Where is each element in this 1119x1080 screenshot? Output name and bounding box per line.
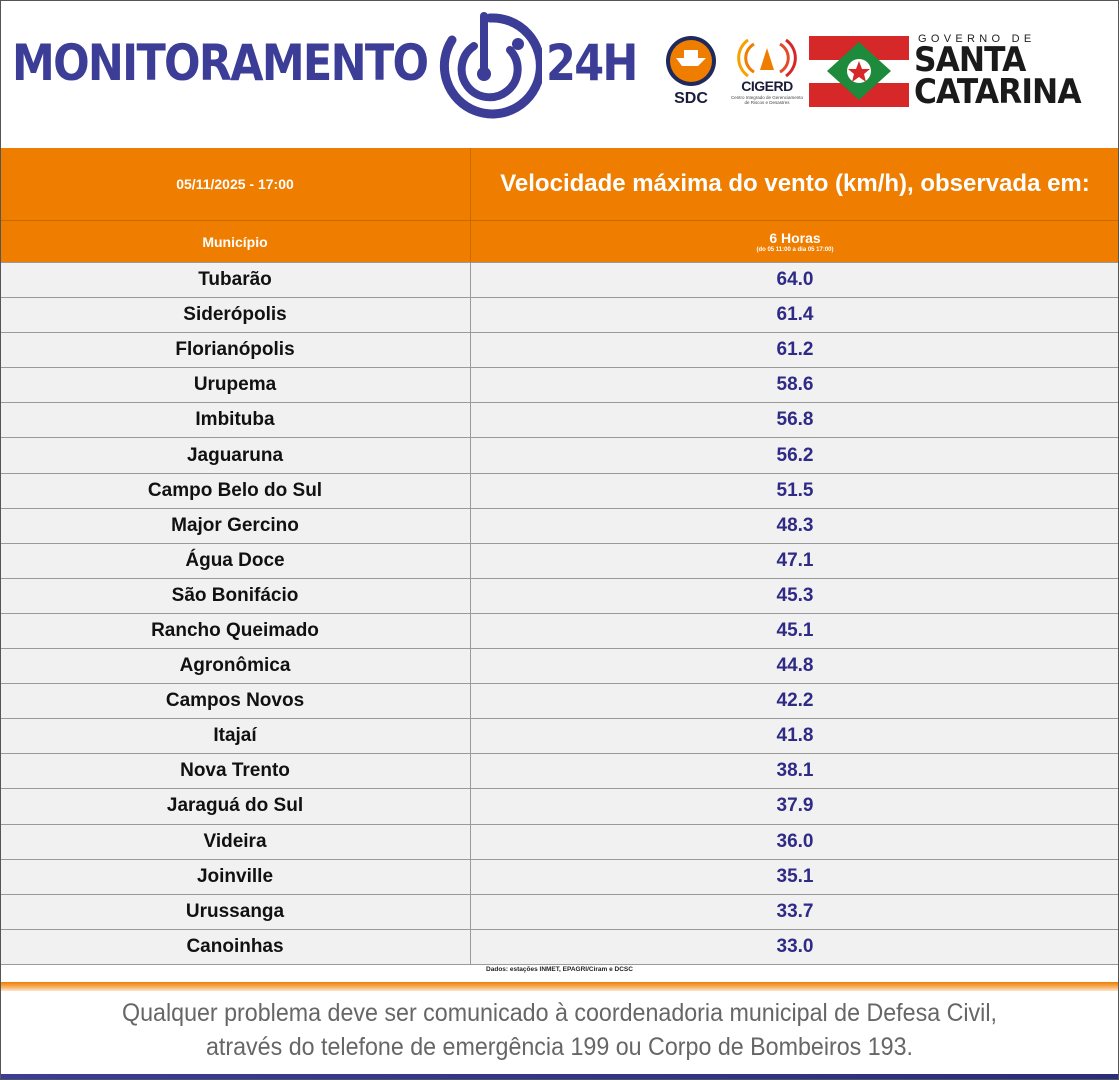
wind-speed-cell: 37.9 xyxy=(776,795,814,817)
state-name-line2: CATARINA xyxy=(914,72,1082,112)
municipio-cell: Florianópolis xyxy=(0,333,471,368)
table-row: Itajaí 41.8 xyxy=(0,719,1119,755)
table-row: Água Doce 47.1 xyxy=(0,543,1119,579)
wind-speed-cell: 33.0 xyxy=(776,935,814,957)
date-cell: 05/11/2025 - 17:00 xyxy=(0,148,471,220)
date-label: 05/11/2025 - 17:00 xyxy=(176,176,294,192)
cigerd-logo-icon xyxy=(737,38,797,78)
table-row: Rancho Queimado 45.1 xyxy=(0,613,1119,650)
municipio-cell: Itajaí xyxy=(0,719,471,754)
municipio-cell: Siderópolis xyxy=(0,298,471,333)
wind-speed-cell: 42.2 xyxy=(776,690,814,712)
wind-speed-cell: 64.0 xyxy=(776,269,814,291)
table-row: Imbituba 56.8 xyxy=(0,403,1119,439)
wind-speed-cell: 56.2 xyxy=(776,444,814,466)
table-row: Urussanga 33.7 xyxy=(0,894,1119,930)
bottom-bar xyxy=(0,1074,1119,1080)
wind-speed-cell: 45.1 xyxy=(776,619,814,641)
municipio-cell: Jaraguá do Sul xyxy=(0,789,471,824)
wind-speed-cell: 56.8 xyxy=(776,409,814,431)
wind-speed-cell: 47.1 xyxy=(776,549,814,571)
table-row: Jaguaruna 56.2 xyxy=(0,438,1119,474)
government-label: GOVERNO DE xyxy=(918,33,1036,45)
wind-speed-cell: 61.4 xyxy=(776,304,814,326)
table-subheader-row: Município 6 Horas (do 05 11:00 a dia 05 … xyxy=(0,220,1119,262)
municipio-cell: Imbituba xyxy=(0,403,471,438)
table-row: Tubarão 64.0 xyxy=(0,263,1119,299)
state-name: SANTA CATARINA xyxy=(914,40,1098,112)
municipio-cell: Campos Novos xyxy=(0,684,471,719)
table-row: Canoinhas 33.0 xyxy=(0,929,1119,965)
table-row: Siderópolis 61.4 xyxy=(0,298,1119,334)
municipio-cell: Canoinhas xyxy=(0,929,471,964)
main-header: Velocidade máxima do vento (km/h), obser… xyxy=(500,170,1090,197)
divider-line xyxy=(0,982,1119,991)
municipio-cell: Campo Belo do Sul xyxy=(0,473,471,508)
table-row: Major Gercino 48.3 xyxy=(0,508,1119,544)
wind-speed-cell: 33.7 xyxy=(776,900,814,922)
wind-speed-cell: 44.8 xyxy=(776,655,814,677)
data-source-note: Dados: estações INMET, EPAGRI/Ciram e DC… xyxy=(486,966,633,973)
monitoring-radar-logo-icon xyxy=(439,12,542,119)
wind-speed-cell: 35.1 xyxy=(776,865,814,887)
cigerd-subtitle: Centro Integrado de Gerenciamento de Ris… xyxy=(730,95,804,105)
table-row: Videira 36.0 xyxy=(0,824,1119,860)
municipio-cell: Água Doce xyxy=(0,543,471,578)
wind-speed-cell: 36.0 xyxy=(776,830,814,852)
hours-subheader: (do 05 11:00 a dia 05 17:00) xyxy=(756,246,834,253)
table-row: São Bonifácio 45.3 xyxy=(0,578,1119,614)
municipio-cell: Nova Trento xyxy=(0,754,471,789)
cigerd-label: CIGERD xyxy=(741,78,793,94)
municipio-cell: Agronômica xyxy=(0,649,471,684)
main-header-cell: Velocidade máxima do vento (km/h), obser… xyxy=(471,148,1119,220)
wind-speed-cell: 58.6 xyxy=(776,374,814,396)
sdc-label: SDC xyxy=(674,90,708,107)
municipio-cell: Videira xyxy=(0,824,471,859)
municipio-header: Município xyxy=(202,233,268,250)
table-row: Joinville 35.1 xyxy=(0,859,1119,895)
header-banner: MONITORAMENTO 24H SDC CIGERD Centro Inte… xyxy=(0,0,1119,148)
municipio-cell: Jaguaruna xyxy=(0,438,471,473)
wind-speed-cell: 45.3 xyxy=(776,584,814,606)
municipio-cell: Urupema xyxy=(0,368,471,403)
municipio-cell: Tubarão xyxy=(0,263,471,298)
state-name-line1: SANTA xyxy=(914,40,1026,80)
municipio-cell: São Bonifácio xyxy=(0,578,471,613)
wind-speed-cell: 38.1 xyxy=(776,760,814,782)
municipio-cell: Rancho Queimado xyxy=(0,613,471,649)
wind-speed-cell: 48.3 xyxy=(776,514,814,536)
footer-line2: através do telefone de emergência 199 ou… xyxy=(205,1033,914,1061)
wind-speed-cell: 41.8 xyxy=(776,725,814,747)
wind-speed-cell: 61.2 xyxy=(776,339,814,361)
municipio-header-cell: Município xyxy=(0,221,471,262)
brand-title: MONITORAMENTO xyxy=(12,34,429,92)
wind-speed-cell: 51.5 xyxy=(776,479,814,501)
table-row: Campo Belo do Sul 51.5 xyxy=(0,473,1119,509)
hours-header: 6 Horas xyxy=(769,229,821,246)
footer-notice: Qualquer problema deve ser comunicado à … xyxy=(39,996,1080,1064)
table-row: Agronômica 44.8 xyxy=(0,649,1119,685)
municipio-cell: Major Gercino xyxy=(0,508,471,543)
table-row: Nova Trento 38.1 xyxy=(0,754,1119,790)
wind-speed-table: 05/11/2025 - 17:00 Velocidade máxima do … xyxy=(0,148,1119,965)
brand-24h: 24H xyxy=(546,34,638,92)
table-body: Tubarão 64.0 Siderópolis 61.4 Florianópoli… xyxy=(0,262,1119,965)
hours-header-cell: 6 Horas (do 05 11:00 a dia 05 17:00) xyxy=(471,221,1119,262)
santa-catarina-flag-icon xyxy=(809,36,909,107)
table-row: Urupema 58.6 xyxy=(0,368,1119,404)
table-header-row: 05/11/2025 - 17:00 Velocidade máxima do … xyxy=(0,148,1119,220)
municipio-cell: Urussanga xyxy=(0,894,471,929)
footer-line1: Qualquer problema deve ser comunicado à … xyxy=(122,999,997,1027)
table-row: Campos Novos 42.2 xyxy=(0,684,1119,720)
table-row: Florianópolis 61.2 xyxy=(0,333,1119,369)
municipio-cell: Joinville xyxy=(0,859,471,894)
table-row: Jaraguá do Sul 37.9 xyxy=(0,789,1119,825)
sdc-logo-icon xyxy=(666,36,716,86)
